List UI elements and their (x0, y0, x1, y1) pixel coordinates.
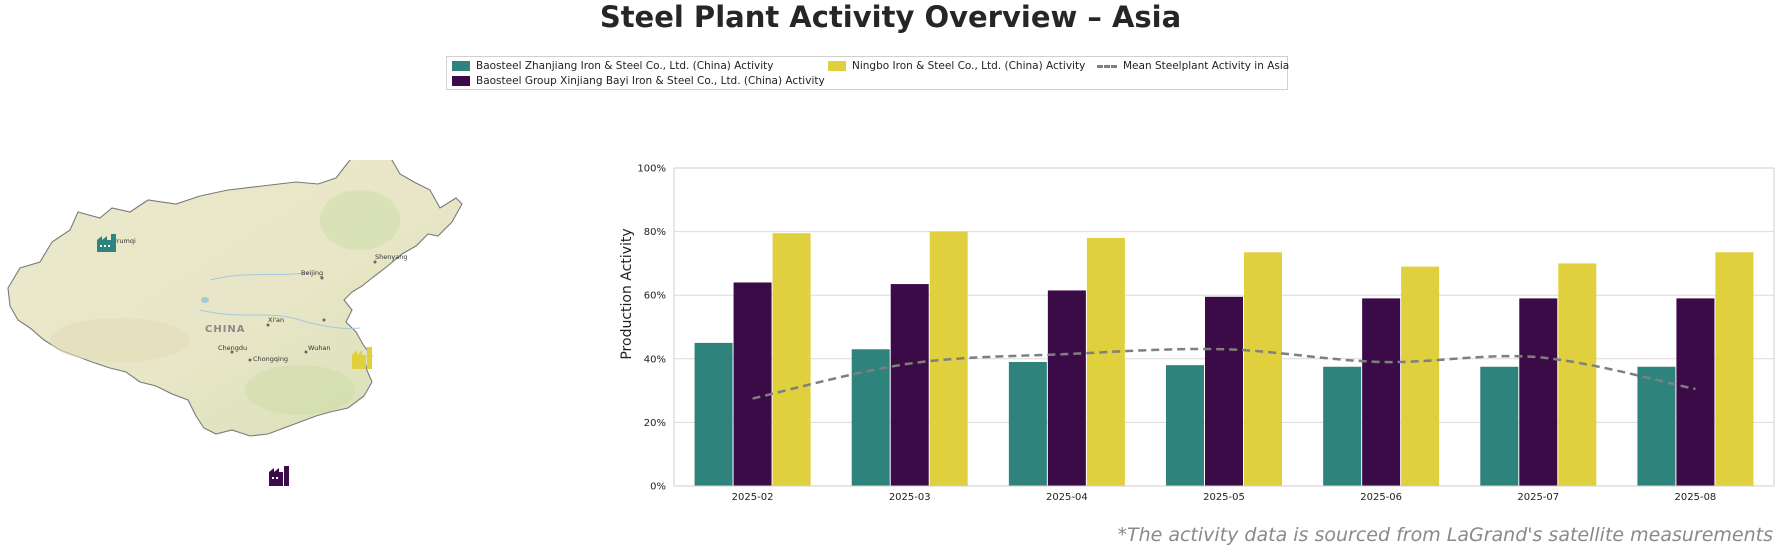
y-tick-label: 60% (644, 291, 666, 302)
river-yangtze (199, 309, 361, 329)
china-map-svg: Urumqi Beijing Shenyang Xi'an Chengdu Ch… (7, 149, 463, 486)
city-dot-chengdu (230, 350, 234, 354)
lake (201, 297, 209, 303)
legend-item-mean: Mean Steelplant Activity in Asia (1097, 60, 1289, 72)
factory-icon-xinjiang (97, 234, 116, 252)
bar (1401, 266, 1440, 486)
northeast-shade (320, 190, 400, 250)
x-tick-label: 2025-05 (1203, 492, 1245, 503)
y-tick-label: 0% (650, 482, 666, 493)
mean-line-group (752, 347, 1696, 400)
city-shenyang: Shenyang (375, 253, 407, 261)
bar (1205, 296, 1243, 486)
city-beijing: Beijing (301, 269, 323, 277)
bar (1166, 365, 1204, 486)
factory-icon-zhanjiang (269, 466, 289, 486)
activity-chart: 0% 20% 40% 60% 80% 100% 2025-02 2025-03 2025-04 2… (610, 150, 1781, 510)
x-tick-label: 2025-02 (732, 492, 774, 503)
bar (1008, 361, 1047, 486)
south-shade (245, 365, 355, 415)
city-chengdu: Chengdu (218, 344, 247, 352)
y-axis-label: Production Activity (619, 228, 635, 359)
y-tick-label: 80% (644, 227, 666, 238)
plateau-shade (50, 318, 190, 362)
city-xian: Xi'an (268, 316, 284, 324)
bar (1715, 252, 1754, 486)
bar (890, 284, 929, 486)
bar (1637, 366, 1676, 486)
city-dot-chongqing (248, 358, 252, 362)
chart-bars (694, 231, 1754, 486)
y-tick-label: 40% (644, 354, 666, 365)
legend-item-xinjiang: Baosteel Group Xinjiang Bayi Iron & Stee… (452, 75, 825, 87)
x-tick-label: 2025-08 (1675, 492, 1717, 503)
legend-swatch-ningbo (828, 61, 846, 71)
city-dot-wuhan (304, 350, 308, 354)
country-label: CHINA (205, 324, 246, 335)
legend-item-ningbo: Ningbo Iron & Steel Co., Ltd. (China) Ac… (828, 60, 1085, 72)
legend-swatch-xinjiang (452, 76, 470, 86)
activity-chart-svg: 0% 20% 40% 60% 80% 100% 2025-02 2025-03 2025-04 2… (619, 164, 1775, 503)
plot-frame (673, 167, 1775, 487)
china-outline (7, 149, 463, 437)
city-urumqi: Urumqi (112, 237, 136, 245)
legend-label-xinjiang: Baosteel Group Xinjiang Bayi Iron & Stee… (476, 75, 825, 87)
china-map: Urumqi Beijing Shenyang Xi'an Chengdu Ch… (0, 149, 470, 500)
bar (1086, 237, 1125, 486)
y-tick-label: 20% (644, 418, 666, 429)
y-tick-label: 100% (637, 164, 666, 175)
city-chongqing: Chongqing (253, 355, 288, 363)
bar (1047, 290, 1086, 486)
bar (1323, 366, 1362, 486)
river-yellow (209, 271, 311, 281)
bar (1480, 366, 1519, 486)
bar (1519, 298, 1558, 486)
x-tick-label: 2025-06 (1360, 492, 1402, 503)
chart-legend: Baosteel Zhanjiang Iron & Steel Co., Ltd… (446, 56, 1289, 90)
city-dot-shenyang (373, 260, 377, 264)
footnote: *The activity data is sourced from LaGra… (1117, 524, 1773, 546)
legend-label-mean: Mean Steelplant Activity in Asia (1123, 60, 1290, 72)
legend-swatch-zhanjiang (452, 61, 470, 71)
bar (1244, 252, 1282, 486)
factory-icon-ningbo (352, 347, 372, 369)
bar (1558, 263, 1597, 486)
x-tick-label: 2025-07 (1517, 492, 1559, 503)
city-dot-beijing (322, 318, 326, 322)
chart-axes: 0% 20% 40% 60% 80% 100% 2025-02 2025-03 2025-04 2… (637, 164, 1775, 503)
bar (733, 282, 772, 486)
city-dot-xian (266, 323, 270, 327)
city-labels: Urumqi Beijing Shenyang Xi'an Chengdu Ch… (108, 237, 407, 363)
bar (694, 342, 733, 486)
x-tick-label: 2025-03 (889, 492, 931, 503)
legend-label-ningbo: Ningbo Iron & Steel Co., Ltd. (China) Ac… (852, 60, 1086, 72)
bar (1362, 298, 1401, 486)
legend-swatch-mean (1097, 64, 1117, 68)
bar (1676, 298, 1715, 486)
city-wuhan: Wuhan (308, 344, 331, 352)
bar (772, 233, 811, 486)
x-tick-label: 2025-04 (1046, 492, 1088, 503)
city-dot-beijing2 (320, 276, 324, 280)
mean-line (752, 347, 1696, 400)
page-title: Steel Plant Activity Overview – Asia (599, 0, 1182, 34)
legend-label-zhanjiang: Baosteel Zhanjiang Iron & Steel Co., Ltd… (476, 60, 774, 72)
legend-item-zhanjiang: Baosteel Zhanjiang Iron & Steel Co., Ltd… (452, 60, 773, 72)
